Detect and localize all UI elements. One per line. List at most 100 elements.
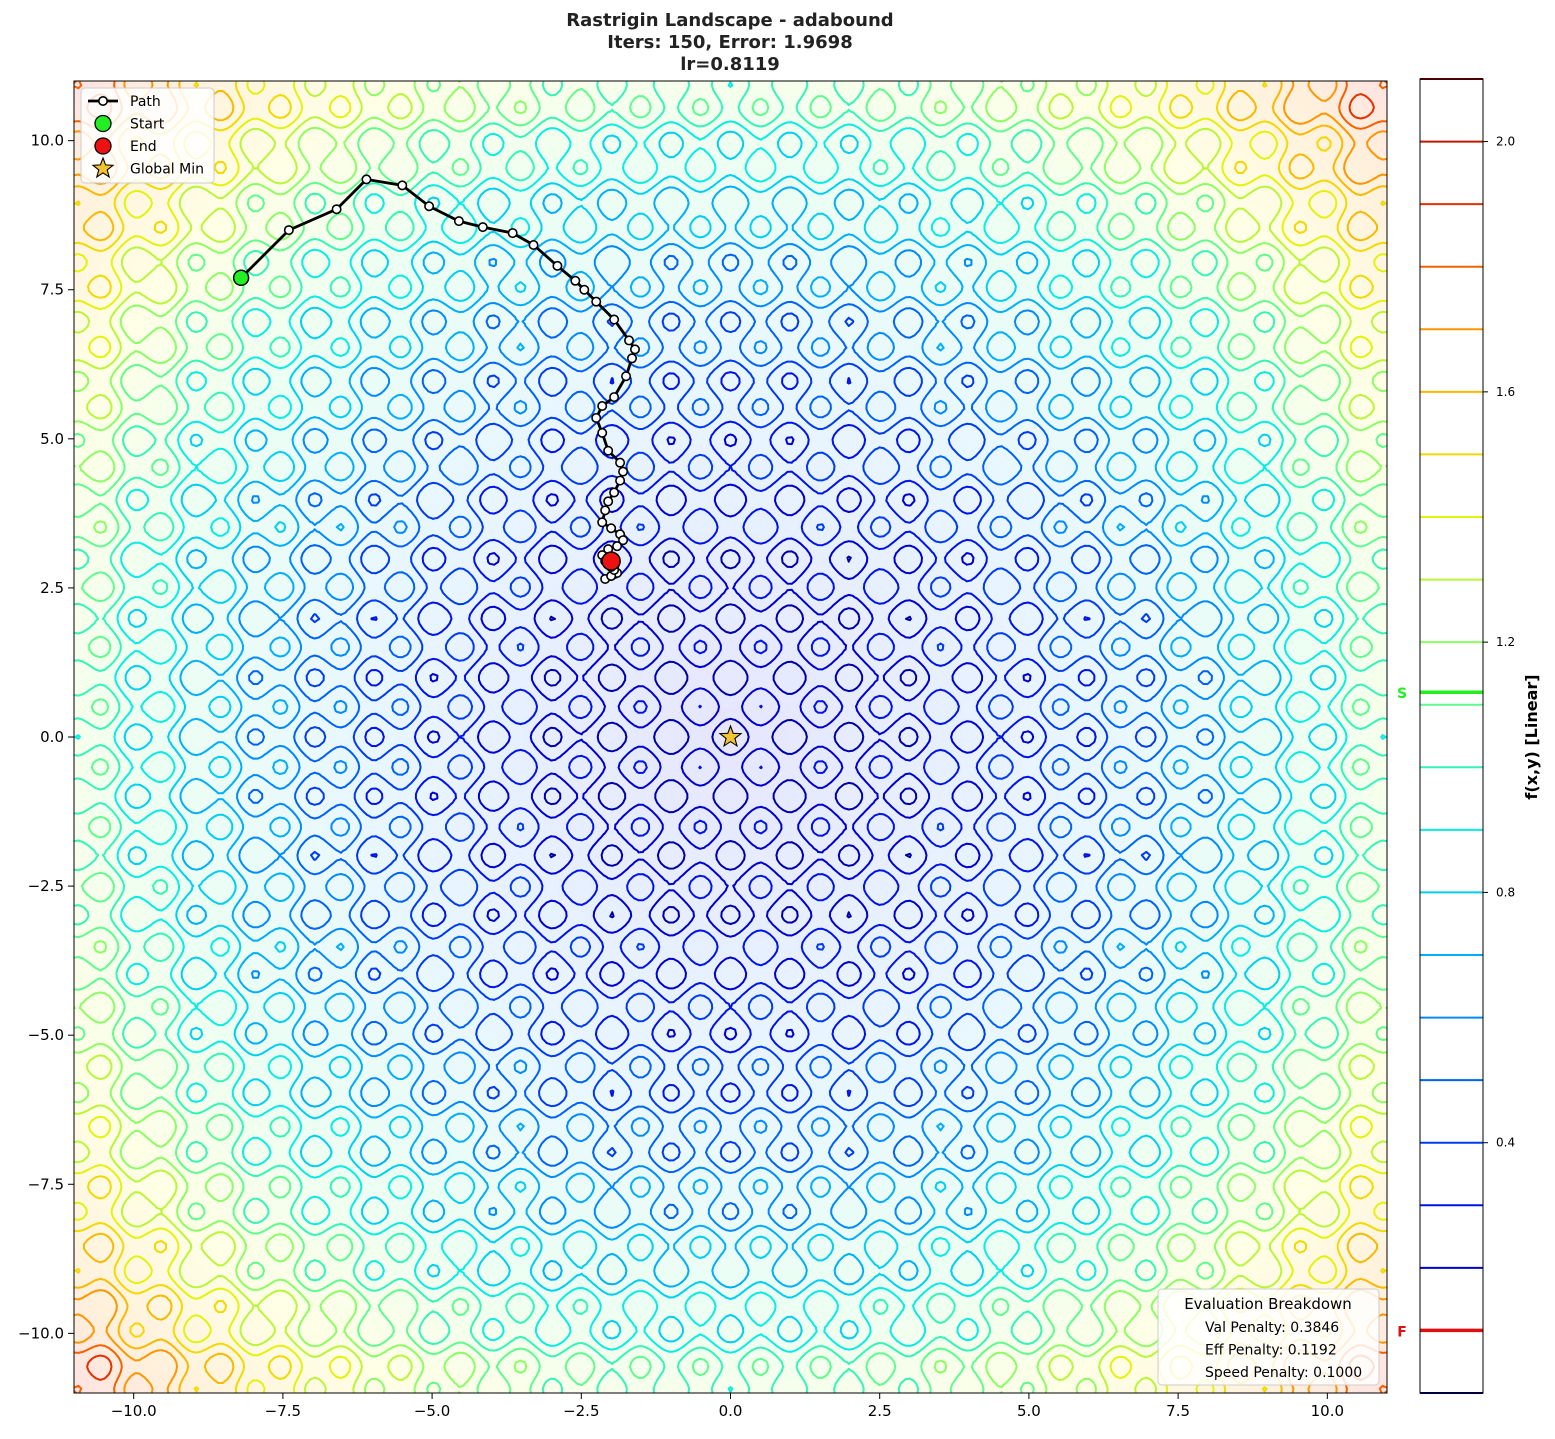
contour-level	[74, 81, 1387, 1393]
x-tick-label: 2.5	[868, 1402, 892, 1420]
end-point	[601, 551, 621, 571]
info-box-frame	[1157, 1288, 1380, 1386]
info-box-line: Eff Penalty: 0.1192	[1205, 1343, 1337, 1359]
path-point	[627, 353, 638, 364]
start-point	[232, 269, 250, 287]
path-point	[621, 371, 632, 382]
legend-marker	[98, 96, 109, 107]
contour-level	[542, 549, 919, 925]
path-point	[615, 475, 626, 486]
path-point	[331, 204, 342, 215]
contour-level	[235, 242, 1226, 1232]
path-point	[283, 225, 294, 236]
path-point	[552, 260, 563, 271]
title-line: lr=0.8119	[680, 54, 780, 75]
x-tick-label: −2.5	[563, 1402, 599, 1420]
key-points	[232, 269, 743, 748]
colorbar: S F 0.4 0.8 1.2 1.6 2.0 f(x,y) [Linear]	[1397, 78, 1541, 1394]
legend-marker	[94, 114, 112, 133]
contour-level	[178, 185, 1283, 1289]
path-point	[477, 222, 488, 233]
path-point	[609, 392, 620, 403]
path-point	[615, 457, 626, 468]
title-line: Iters: 150, Error: 1.9698	[607, 32, 852, 53]
x-tick-label: 5.0	[1017, 1402, 1041, 1420]
colorbar-marker-label: S	[1397, 686, 1407, 702]
path-point	[579, 284, 590, 295]
x-tick-label: 7.5	[1166, 1402, 1190, 1420]
path-point	[507, 228, 518, 239]
legend-label: Global Min	[130, 162, 204, 178]
x-tick-label: −7.5	[265, 1402, 301, 1420]
path-point	[597, 517, 608, 528]
path-point	[424, 201, 435, 212]
contour-level	[364, 371, 1097, 1103]
contour-level	[74, 81, 1387, 1393]
path-point	[606, 523, 617, 534]
legend-frame	[80, 87, 215, 184]
colorbar-tick-label: 1.6	[1496, 385, 1515, 399]
path-point	[618, 535, 629, 546]
path-point	[597, 427, 608, 438]
colorbar-marker-label: F	[1397, 1324, 1407, 1340]
path-point	[609, 314, 620, 325]
contour-level	[74, 81, 1387, 1393]
y-tick-label: 5.0	[40, 430, 64, 448]
x-axis: −10.0 −7.5 −5.0 −2.5 0.0 2.5 5.0 7.5 10.0	[111, 1393, 1344, 1420]
contour-level	[246, 253, 1215, 1221]
colorbar-tick-label: 1.2	[1496, 635, 1515, 649]
x-tick-label: −5.0	[414, 1402, 450, 1420]
legend-label: End	[130, 139, 157, 155]
path-point	[597, 401, 608, 412]
y-tick-label: −2.5	[28, 877, 64, 895]
colorbar-tick-label: 0.8	[1496, 885, 1515, 899]
path-point	[624, 335, 635, 346]
contour-level	[304, 311, 1157, 1163]
contour-level	[426, 433, 1035, 1041]
y-tick-label: −10.0	[18, 1324, 64, 1342]
contour-level	[74, 81, 1387, 1393]
legend-marker	[94, 137, 112, 155]
path-point	[609, 487, 620, 498]
path-point	[603, 445, 614, 456]
colorbar-label: f(x,y) [Linear]	[1522, 674, 1541, 799]
y-tick-label: 0.0	[40, 728, 64, 746]
evaluation-breakdown-box: Evaluation Breakdown Val Penalty: 0.3846 E…	[1157, 1288, 1380, 1386]
title-line: Rastrigin Landscape - adabound	[566, 10, 893, 31]
path-point	[397, 180, 408, 191]
x-tick-label: 10.0	[1311, 1402, 1344, 1420]
path-point	[453, 216, 464, 227]
contour-level	[74, 81, 1387, 1393]
path-point	[528, 240, 539, 251]
colorbar-tick-label: 0.4	[1496, 1136, 1515, 1150]
legend-label: Path	[130, 94, 161, 110]
path-point	[591, 412, 602, 423]
path-point	[618, 466, 629, 477]
path-point	[630, 344, 641, 355]
legend-label: Start	[130, 117, 165, 133]
info-box-title: Evaluation Breakdown	[1184, 1295, 1352, 1313]
x-tick-label: 0.0	[719, 1402, 743, 1420]
contour-level	[74, 81, 1387, 1393]
legend: Path Start End Global Min	[80, 87, 215, 184]
x-tick-label: −10.0	[111, 1402, 157, 1420]
legend-marker	[91, 156, 115, 179]
y-axis: 10.0 7.5 5.0 2.5 0.0 −2.5 −5.0 −7.5 −10.0	[18, 132, 74, 1342]
path-point	[591, 296, 602, 307]
colorbar-tick-label: 2.0	[1496, 135, 1515, 149]
path-point	[603, 496, 614, 507]
y-tick-label: 2.5	[40, 579, 64, 597]
colorbar-body	[1420, 79, 1483, 1393]
contour-level	[74, 81, 1387, 1393]
path-point	[570, 275, 581, 286]
path-point	[600, 505, 611, 516]
global-min-marker	[718, 724, 743, 748]
y-tick-label: −5.0	[28, 1026, 64, 1044]
contour-level	[123, 130, 1338, 1344]
path-point	[361, 174, 372, 185]
y-tick-label: −7.5	[28, 1175, 64, 1193]
y-tick-label: 7.5	[40, 281, 64, 299]
